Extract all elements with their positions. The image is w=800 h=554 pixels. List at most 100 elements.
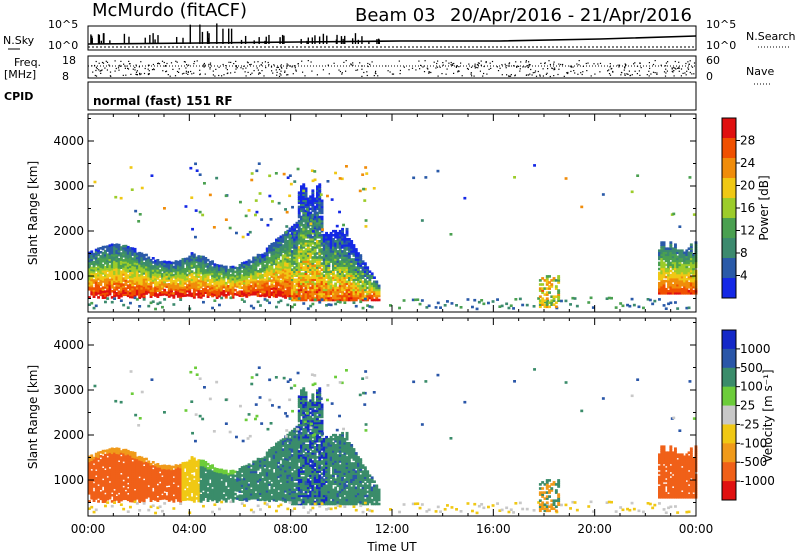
radar-cell xyxy=(99,275,103,278)
radar-cell xyxy=(101,255,105,259)
radar-cell xyxy=(115,255,119,259)
radar-cell xyxy=(122,255,126,258)
radar-cell xyxy=(243,261,246,265)
radar-cell xyxy=(106,453,110,456)
radar-cell xyxy=(327,264,331,267)
radar-cell xyxy=(373,298,376,302)
radar-cell xyxy=(101,500,105,503)
radar-cell xyxy=(275,254,278,258)
radar-cell xyxy=(557,279,561,282)
freq-dot xyxy=(652,63,655,66)
radar-cell xyxy=(249,268,253,272)
radar-cell xyxy=(363,280,367,284)
freq-dot xyxy=(292,73,294,75)
radar-cell xyxy=(297,286,301,290)
radar-cell xyxy=(190,292,194,296)
radar-cell xyxy=(117,262,121,265)
radar-cell xyxy=(231,279,235,283)
radar-cell xyxy=(297,199,301,203)
radar-cell xyxy=(238,268,242,271)
radar-cell xyxy=(149,485,153,488)
radar-cell xyxy=(286,272,290,275)
radar-cell xyxy=(115,467,119,471)
freq-dot xyxy=(212,70,214,72)
radar-cell xyxy=(117,451,121,455)
freq-dot xyxy=(577,73,579,75)
radar-cell xyxy=(671,277,675,281)
radar-cell xyxy=(281,240,285,243)
radar-cell xyxy=(302,302,306,305)
radar-cell xyxy=(236,267,240,270)
radar-cell xyxy=(90,460,94,463)
radar-cell xyxy=(129,273,132,276)
radar-cell xyxy=(318,242,322,245)
radar-cell xyxy=(265,275,269,279)
radar-cell xyxy=(275,295,278,298)
radar-cell xyxy=(674,271,677,275)
radar-cell xyxy=(646,298,650,301)
radar-cell xyxy=(108,250,112,253)
radar-cell xyxy=(320,294,324,298)
radar-cell xyxy=(101,455,105,459)
radar-cell xyxy=(117,490,121,493)
radar-cell xyxy=(90,486,94,490)
radar-cell xyxy=(99,459,103,462)
radar-cell xyxy=(375,282,379,286)
freq-dot xyxy=(253,61,256,63)
radar-cell xyxy=(97,457,100,461)
radar-cell xyxy=(113,498,116,502)
radar-cell xyxy=(126,456,130,459)
radar-cell xyxy=(163,288,167,292)
radar-cell xyxy=(689,269,693,273)
radar-cell xyxy=(300,290,303,294)
freq-dot xyxy=(535,75,538,77)
radar-cell xyxy=(279,243,283,247)
radar-cell xyxy=(122,483,126,486)
radar-cell xyxy=(249,272,253,276)
radar-cell xyxy=(282,172,286,176)
radar-cell xyxy=(347,270,351,273)
radar-cell xyxy=(138,490,142,493)
radar-cell xyxy=(135,456,139,460)
radar-cell xyxy=(554,305,558,309)
radar-cell xyxy=(97,288,100,291)
radar-cell xyxy=(140,291,144,294)
radar-cell xyxy=(375,284,379,288)
freq-dot xyxy=(608,73,611,75)
radar-cell xyxy=(104,274,107,277)
radar-cell xyxy=(179,267,183,271)
radar-cell xyxy=(140,278,144,282)
radar-cell xyxy=(678,285,682,289)
radar-cell xyxy=(131,269,135,273)
radar-cell xyxy=(131,265,135,269)
radar-cell xyxy=(318,223,322,227)
radar-cell xyxy=(361,290,365,294)
radar-cell xyxy=(272,246,276,249)
radar-cell xyxy=(359,290,363,294)
freq-dot xyxy=(445,73,447,75)
radar-cell xyxy=(172,303,176,306)
radar-cell xyxy=(687,247,691,250)
freq-tick-bottom: 8 xyxy=(62,70,69,83)
radar-cell xyxy=(316,268,319,271)
radar-cell xyxy=(195,256,199,260)
radar-cell xyxy=(97,296,100,299)
radar-cell xyxy=(272,254,276,257)
radar-cell xyxy=(220,280,224,284)
radar-cell xyxy=(302,227,306,231)
radar-cell xyxy=(336,260,340,263)
radar-cell xyxy=(538,283,542,286)
radar-cell xyxy=(309,244,313,247)
radar-cell xyxy=(279,235,283,239)
radar-cell xyxy=(129,467,132,470)
freq-dot xyxy=(546,72,548,74)
radar-cell xyxy=(275,250,278,254)
radar-cell xyxy=(341,282,344,286)
radar-cell xyxy=(106,279,110,283)
radar-cell xyxy=(190,196,194,199)
radar-cell xyxy=(142,290,146,293)
radar-cell xyxy=(277,277,281,281)
radar-cell xyxy=(293,286,297,290)
radar-cell xyxy=(370,272,374,275)
radar-cell xyxy=(300,207,303,211)
